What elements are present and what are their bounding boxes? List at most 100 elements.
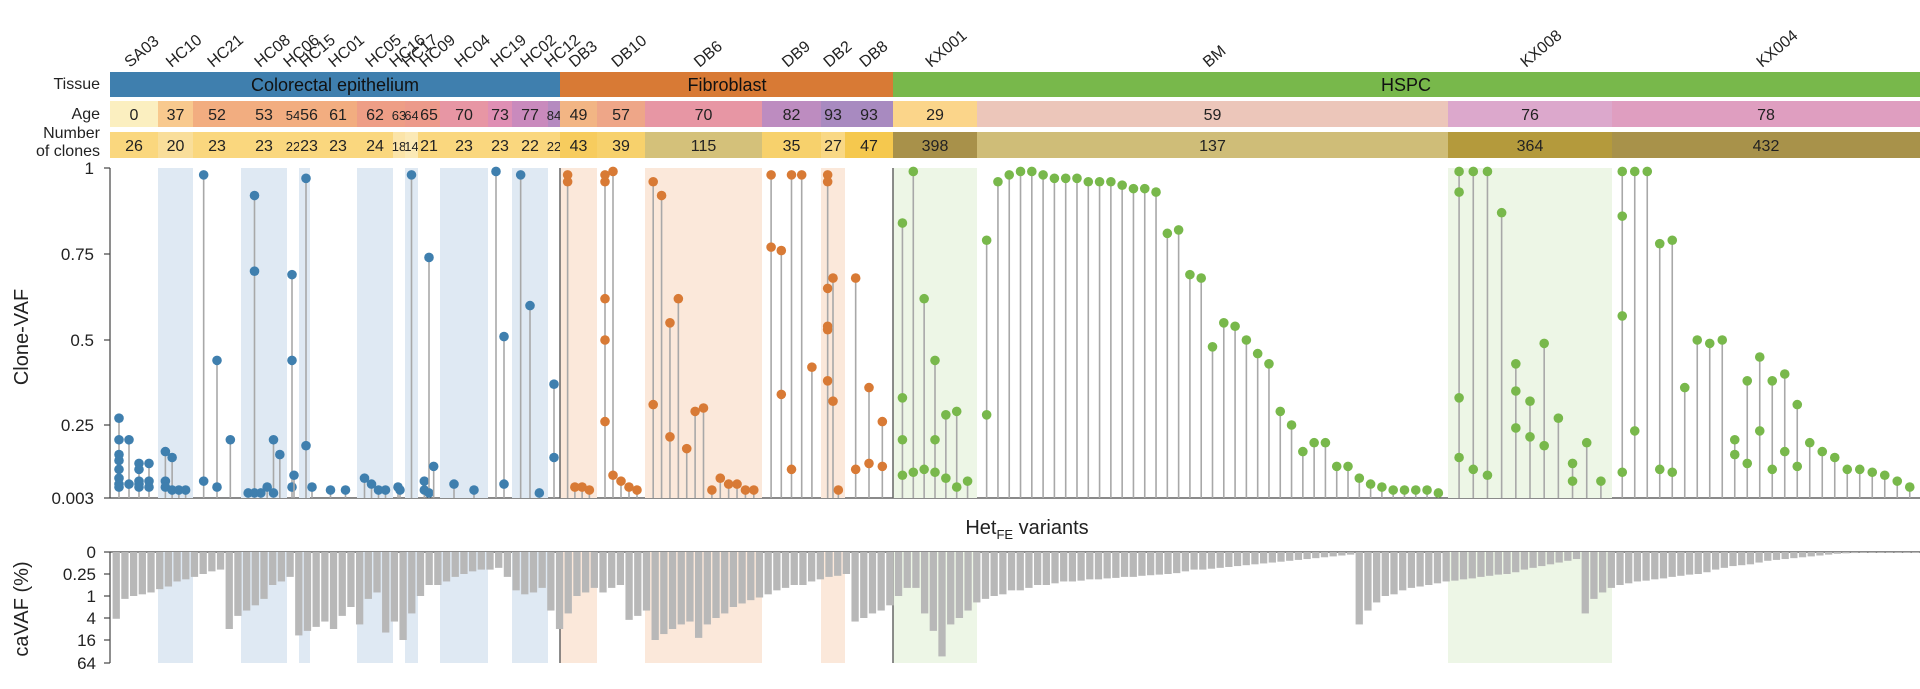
age-cell: [597, 101, 645, 127]
variant-point: [665, 318, 675, 328]
cavaf-bar: [877, 552, 885, 611]
cavaf-bar: [242, 552, 251, 611]
variant-point: [325, 485, 336, 495]
cavaf-bar: [1685, 552, 1694, 575]
variant-point: [1854, 464, 1865, 475]
variant-point: [1139, 183, 1150, 194]
variant-point: [723, 479, 734, 489]
variant-point: [1454, 166, 1464, 177]
clones-value: 18: [392, 139, 406, 154]
cavaf-bar: [573, 552, 581, 596]
cavaf-bar: [781, 552, 790, 588]
clones-cell: [1612, 132, 1920, 158]
variant-point: [732, 479, 742, 489]
cavaf-bar: [1033, 552, 1042, 585]
variant-point: [681, 443, 692, 454]
cavaf-bar: [529, 552, 538, 593]
cavaf-bar: [477, 552, 485, 570]
variant-point: [268, 488, 279, 498]
variant-point: [562, 176, 573, 187]
variant-point: [570, 482, 580, 492]
cavaf-bar: [1416, 552, 1424, 587]
cavaf-bar: [1312, 552, 1320, 559]
variant-point: [1468, 464, 1479, 475]
variant-point: [549, 452, 559, 463]
variant-point: [577, 482, 587, 492]
cavaf-bar: [1355, 552, 1363, 625]
sample-header-strips: Colorectal epithelium Fibroblast HSPC 0 26 SA…: [110, 27, 1920, 158]
cavaf-bar: [1173, 552, 1181, 574]
cavaf-bar: [495, 552, 503, 568]
sample-shade-top: [357, 168, 393, 498]
age-value: 54: [286, 108, 300, 123]
cavaf-bar: [686, 552, 694, 622]
variant-point: [562, 170, 573, 180]
clones-row-label-1: Number: [43, 125, 101, 142]
cavaf-axis-label: caVAF (%): [11, 561, 33, 656]
variant-point: [796, 170, 807, 180]
age-value: 64: [404, 108, 418, 123]
tissue-band-label: Colorectal epithelium: [251, 75, 419, 95]
cavaf-bar: [1425, 552, 1433, 585]
cavaf-bar: [1225, 552, 1233, 567]
variant-point: [665, 432, 675, 442]
variant-point: [1320, 437, 1331, 448]
variant-point: [549, 379, 559, 390]
cavaf-bar: [1086, 552, 1094, 580]
age-cell: [319, 101, 357, 127]
cavaf-bar: [642, 552, 651, 611]
variant-point: [850, 273, 861, 283]
variant-point: [1539, 440, 1549, 451]
cavaf-bar: [947, 552, 955, 625]
cavaf-bar: [1442, 552, 1450, 582]
cavaf-bar: [1242, 552, 1250, 566]
clone-vaf-tick-label: 0.75: [61, 245, 94, 264]
variant-point: [698, 403, 709, 413]
hetfe-title-sub: FE: [996, 527, 1013, 542]
variant-point: [833, 485, 844, 495]
cavaf-bar: [225, 552, 233, 629]
variant-point: [287, 355, 297, 366]
age-value: 65: [420, 107, 438, 124]
cavaf-bar: [460, 552, 468, 574]
variant-point: [981, 235, 992, 246]
age-row-label: Age: [72, 106, 101, 123]
cavaf-bar: [764, 552, 772, 595]
cavaf-bar: [1851, 552, 1859, 554]
variant-point: [395, 485, 405, 495]
sample-name-label: BM: [1200, 43, 1229, 71]
cavaf-bar: [1277, 552, 1285, 562]
clones-cell: [287, 132, 299, 158]
variant-point: [1083, 176, 1094, 187]
variant-point: [930, 355, 940, 366]
cavaf-bar: [616, 552, 625, 585]
cavaf-bar: [1407, 552, 1416, 588]
cavaf-bar: [1120, 552, 1129, 577]
age-cell: [405, 101, 418, 127]
cavaf-bar: [1555, 552, 1563, 563]
variant-point: [656, 190, 667, 201]
cavaf-bar: [1190, 552, 1198, 570]
clones-cell: [357, 132, 393, 158]
variant-point: [1511, 359, 1521, 369]
variant-point: [828, 396, 838, 407]
clone-vaf-axis-label: Clone-VAF: [11, 289, 33, 385]
variant-point: [525, 300, 535, 311]
variant-point: [1617, 211, 1628, 221]
cavaf-bar: [1677, 552, 1685, 576]
cavaf-bar: [521, 552, 529, 595]
clones-value: 23: [300, 138, 318, 155]
variant-point: [307, 482, 317, 492]
age-cell: [1612, 101, 1920, 127]
sample-name-label: DB2: [821, 38, 856, 71]
variant-point: [951, 482, 962, 492]
cavaf-bar: [929, 552, 937, 631]
variant-point: [212, 482, 222, 492]
cavaf-bar: [1790, 552, 1798, 559]
cavaf-bar: [1320, 552, 1329, 558]
cavaf-bar: [1494, 552, 1502, 575]
cavaf-bar: [1738, 552, 1746, 566]
cavaf-bar: [1538, 552, 1546, 567]
clones-value: 364: [1517, 138, 1544, 155]
variant-point: [1553, 413, 1564, 424]
